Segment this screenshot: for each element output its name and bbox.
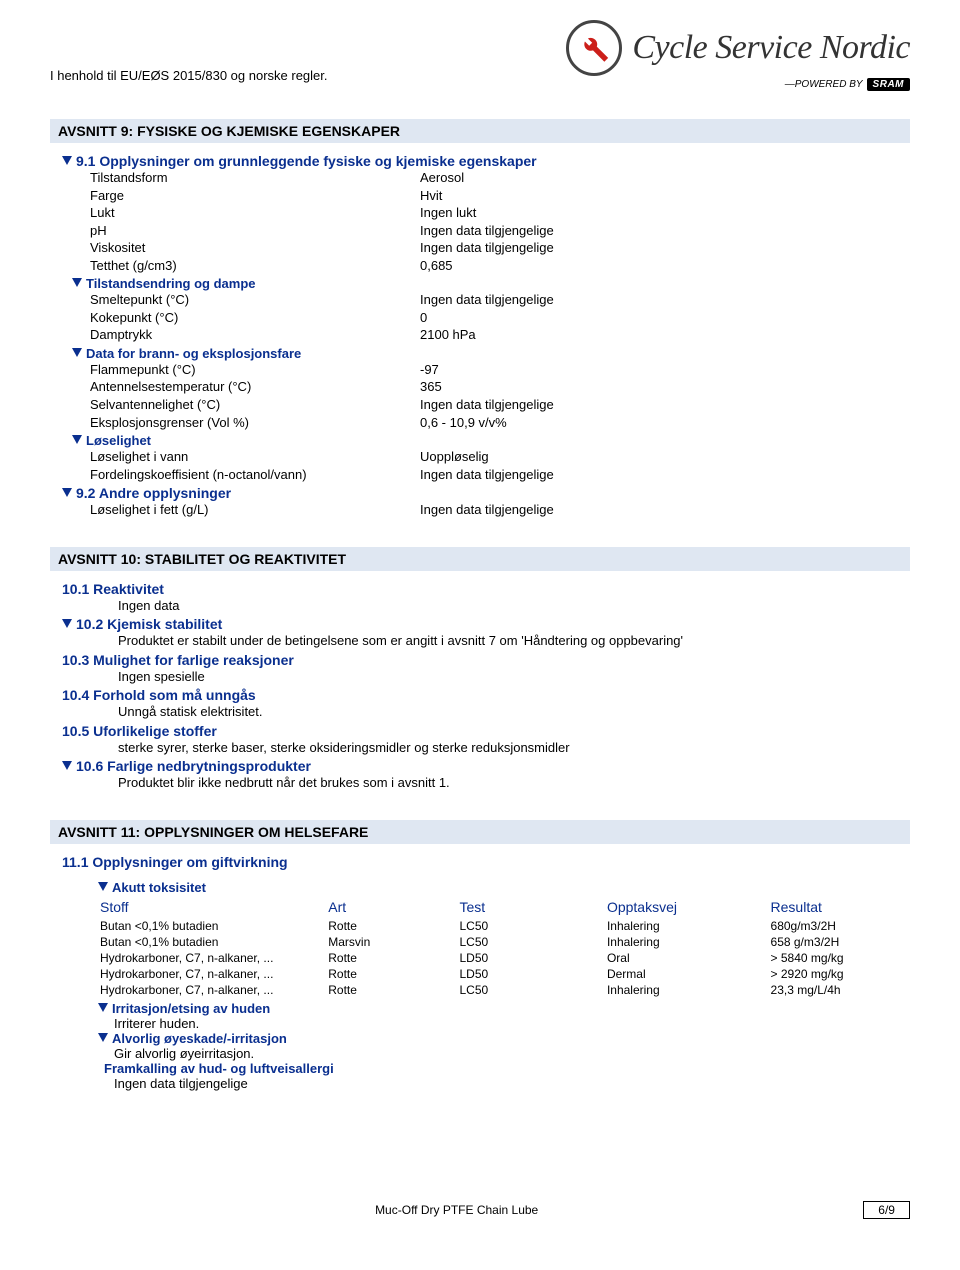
col-resultat: Resultat — [771, 899, 916, 917]
akutt-head: Akutt toksisitet — [98, 880, 910, 895]
label-farge: Farge — [90, 187, 420, 205]
s10-5-head: 10.5 Uforlikelige stoffer — [62, 723, 910, 739]
section-10-header: AVSNITT 10: STABILITET OG REAKTIVITET — [50, 547, 910, 571]
value-kokepunkt: 0 — [420, 309, 910, 327]
value-losvann: Uoppløselig — [420, 448, 910, 466]
label-losvann: Løselighet i vann — [90, 448, 420, 466]
triangle-icon — [98, 1033, 108, 1042]
group-tilstandsendring: Tilstandsendring og dampe — [72, 276, 910, 291]
triangle-icon — [62, 156, 72, 165]
label-smeltepunkt: Smeltepunkt (°C) — [90, 291, 420, 309]
table-row: Hydrokarboner, C7, n-alkaner, ...RotteLD… — [100, 967, 916, 981]
section-10-content: 10.1 Reaktivitet Ingen data 10.2 Kjemisk… — [50, 581, 910, 792]
triangle-icon — [72, 278, 82, 287]
value-tilstandsform: Aerosol — [420, 169, 910, 187]
triangle-icon — [62, 761, 72, 770]
table-row: Butan <0,1% butadienRotteLC50Inhalering6… — [100, 919, 916, 933]
group-loselighet: Løselighet — [72, 433, 910, 448]
s10-5-body: sterke syrer, sterke baser, sterke oksid… — [90, 739, 910, 757]
oye-body: Gir alvorlig øyeirritasjon. — [90, 1046, 910, 1061]
regulation-text: I henhold til EU/EØS 2015/830 og norske … — [50, 68, 328, 91]
label-damptrykk: Damptrykk — [90, 326, 420, 344]
page-header: I henhold til EU/EØS 2015/830 og norske … — [50, 20, 910, 91]
s10-3-body: Ingen spesielle — [90, 668, 910, 686]
s10-4-body: Unngå statisk elektrisitet. — [90, 703, 910, 721]
s10-1-body: Ingen data — [90, 597, 910, 615]
table-row: Butan <0,1% butadienMarsvinLC50Inhalerin… — [100, 935, 916, 949]
s10-2-body: Produktet er stabilt under de betingelse… — [90, 632, 910, 650]
logo-subtext: —POWERED BY SRAM — [785, 78, 910, 91]
s10-6-body: Produktet blir ikke nedbrutt når det bru… — [90, 774, 910, 792]
section-11-header: AVSNITT 11: OPPLYSNINGER OM HELSEFARE — [50, 820, 910, 844]
value-farge: Hvit — [420, 187, 910, 205]
triangle-icon — [98, 882, 108, 891]
value-viskositet: Ingen data tilgjengelige — [420, 239, 910, 257]
group-brann: Data for brann- og eksplosjonsfare — [72, 346, 910, 361]
section-9-2-head: 9.2 Andre opplysninger — [62, 485, 910, 501]
label-selvant: Selvantennelighet (°C) — [90, 396, 420, 414]
s10-2-head: 10.2 Kjemisk stabilitet — [62, 616, 910, 632]
label-kokepunkt: Kokepunkt (°C) — [90, 309, 420, 327]
s10-4-head: 10.4 Forhold som må unngås — [62, 687, 910, 703]
value-fordeling: Ingen data tilgjengelige — [420, 466, 910, 484]
page-footer: Muc-Off Dry PTFE Chain Lube 6/9 — [50, 1201, 910, 1219]
triangle-icon — [72, 348, 82, 357]
sram-badge: SRAM — [867, 78, 910, 91]
value-flammepunkt: -97 — [420, 361, 910, 379]
label-tetthet: Tetthet (g/cm3) — [90, 257, 420, 275]
logo-block: Cycle Service Nordic —POWERED BY SRAM — [566, 20, 910, 91]
allergi-head: Framkalling av hud- og luftveisallergi — [104, 1061, 910, 1076]
value-ekspl: 0,6 - 10,9 v/v% — [420, 414, 910, 432]
label-flammepunkt: Flammepunkt (°C) — [90, 361, 420, 379]
triangle-icon — [98, 1003, 108, 1012]
triangle-icon — [72, 435, 82, 444]
toxicity-table: Stoff Art Test Opptaksvej Resultat Butan… — [98, 897, 918, 999]
label-fordeling: Fordelingskoeffisient (n-octanol/vann) — [90, 466, 420, 484]
section-9-header: AVSNITT 9: FYSISKE OG KJEMISKE EGENSKAPE… — [50, 119, 910, 143]
oye-head: Alvorlig øyeskade/-irritasjon — [98, 1031, 910, 1046]
section-11-content: 11.1 Opplysninger om giftvirkning Akutt … — [50, 854, 910, 1091]
table-row: Hydrokarboner, C7, n-alkaner, ...RotteLD… — [100, 951, 916, 965]
value-antenn: 365 — [420, 378, 910, 396]
label-ph: pH — [90, 222, 420, 240]
col-opptak: Opptaksvej — [607, 899, 769, 917]
irr-hud-body: Irriterer huden. — [90, 1016, 910, 1031]
s10-1-head: 10.1 Reaktivitet — [62, 581, 910, 597]
value-selvant: Ingen data tilgjengelige — [420, 396, 910, 414]
triangle-icon — [62, 619, 72, 628]
label-tilstandsform: Tilstandsform — [90, 169, 420, 187]
label-viskositet: Viskositet — [90, 239, 420, 257]
value-tetthet: 0,685 — [420, 257, 910, 275]
section-9-1-head: 9.1 Opplysninger om grunnleggende fysisk… — [62, 153, 910, 169]
label-ekspl: Eksplosjonsgrenser (Vol %) — [90, 414, 420, 432]
value-smeltepunkt: Ingen data tilgjengelige — [420, 291, 910, 309]
s11-1-head: 11.1 Opplysninger om giftvirkning — [62, 854, 910, 870]
value-lukt: Ingen lukt — [420, 204, 910, 222]
irr-hud-head: Irritasjon/etsing av huden — [98, 1001, 910, 1016]
table-row: Hydrokarboner, C7, n-alkaner, ...RotteLC… — [100, 983, 916, 997]
wrench-icon — [566, 20, 622, 76]
value-damptrykk: 2100 hPa — [420, 326, 910, 344]
label-losfett: Løselighet i fett (g/L) — [90, 501, 420, 519]
value-losfett: Ingen data tilgjengelige — [420, 501, 910, 519]
value-ph: Ingen data tilgjengelige — [420, 222, 910, 240]
col-art: Art — [328, 899, 457, 917]
s10-6-head: 10.6 Farlige nedbrytningsprodukter — [62, 758, 910, 774]
col-test: Test — [460, 899, 605, 917]
label-lukt: Lukt — [90, 204, 420, 222]
label-antenn: Antennelsestemperatur (°C) — [90, 378, 420, 396]
logo-text: Cycle Service Nordic — [632, 29, 910, 67]
s10-3-head: 10.3 Mulighet for farlige reaksjoner — [62, 652, 910, 668]
col-stoff: Stoff — [100, 899, 326, 917]
section-9-content: 9.1 Opplysninger om grunnleggende fysisk… — [50, 153, 910, 519]
page-number: 6/9 — [863, 1201, 910, 1219]
allergi-body: Ingen data tilgjengelige — [90, 1076, 910, 1091]
triangle-icon — [62, 488, 72, 497]
footer-product: Muc-Off Dry PTFE Chain Lube — [375, 1203, 538, 1217]
